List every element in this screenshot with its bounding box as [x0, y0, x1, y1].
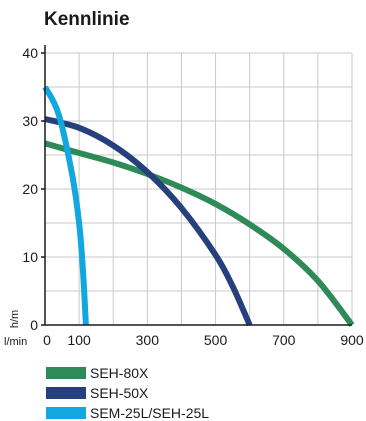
x-tick-label: 300	[136, 332, 160, 348]
legend-label: SEM-25L/SEH-25L	[90, 405, 209, 421]
legend-swatch	[46, 407, 86, 419]
x-tick-label: 700	[272, 332, 296, 348]
x-axis-unit-label: l/min	[4, 336, 27, 348]
y-tick-label: 40	[22, 45, 38, 61]
y-axis-unit-label: h/m	[9, 310, 21, 328]
series-line-3	[42, 85, 89, 326]
series-line-1	[44, 140, 355, 327]
y-tick-label: 30	[22, 113, 38, 129]
series-lines	[42, 85, 355, 327]
series-line-2	[44, 116, 253, 327]
legend-label: SEH-50X	[90, 385, 149, 401]
legend-label: SEH-80X	[90, 365, 149, 381]
y-tick-label: 20	[22, 181, 38, 197]
legend-swatch	[46, 367, 86, 379]
x-tick-label: 900	[340, 332, 364, 348]
x-tick-label: 100	[67, 332, 91, 348]
axes	[44, 45, 352, 326]
x-tick-label: 500	[204, 332, 228, 348]
chart-title: Kennlinie	[44, 9, 130, 30]
grid	[45, 52, 353, 325]
legend-swatch	[46, 387, 86, 399]
legend: SEH-80X SEH-50X SEM-25L/SEH-25L	[46, 365, 209, 421]
x-tick-label: 0	[43, 332, 51, 348]
y-tick-labels: 0 10 20 30 40	[22, 45, 45, 333]
y-tick-label: 10	[22, 249, 38, 265]
x-tick-labels: 0 100 300 500 700 900	[43, 332, 364, 348]
y-tick-label: 0	[30, 317, 38, 333]
